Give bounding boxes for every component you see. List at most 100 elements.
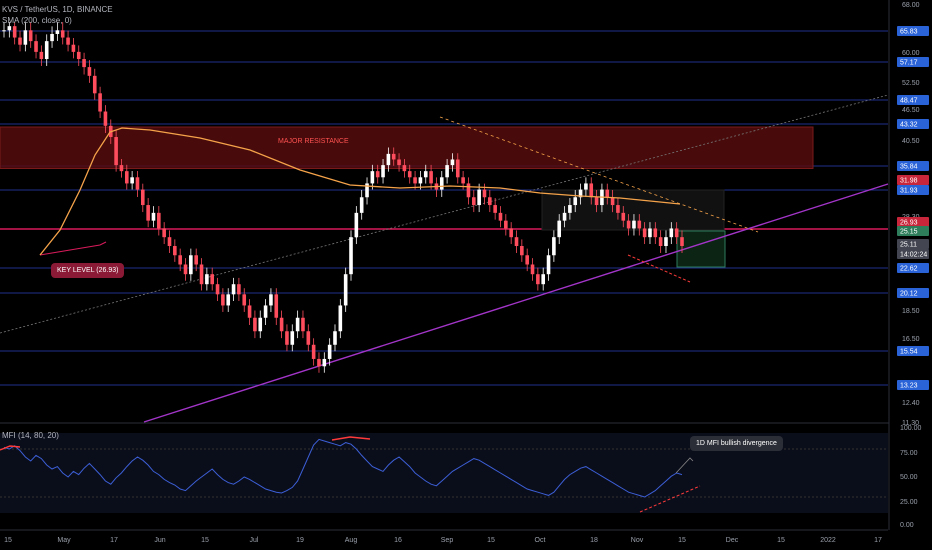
candle-body-108	[578, 189, 583, 198]
price-tag-12: 20.12	[900, 291, 918, 298]
candle-body-35	[189, 255, 193, 275]
candle-body-7	[39, 51, 44, 60]
candle-body-95	[509, 228, 513, 238]
price-axis-label-1: 60.00	[902, 50, 920, 57]
price-tag-1: 57.17	[900, 60, 918, 67]
candle-body-51	[274, 294, 279, 318]
candle-body-40	[215, 284, 220, 295]
candle-body-33	[178, 255, 182, 265]
price-tag-8: 25.15	[900, 229, 918, 236]
candle-body-123	[658, 237, 663, 247]
candle-body-82	[439, 177, 444, 190]
candle-body-63	[338, 305, 343, 332]
candle-body-87	[466, 183, 471, 198]
time-axis-label-11: Oct	[535, 537, 546, 544]
time-axis-label-8: 16	[394, 537, 402, 544]
price-tag-bg-14	[897, 380, 929, 390]
mfi-legend: MFI (14, 80, 20)	[2, 431, 59, 440]
candle-body-30	[162, 228, 166, 238]
time-axis-label-4: 15	[201, 537, 209, 544]
time-axis-label-5: Jul	[250, 537, 259, 544]
candle-body-83	[445, 165, 449, 178]
time-axis-label-17: 2022	[820, 537, 836, 544]
candle-body-99	[530, 264, 535, 275]
time-axis-label-6: 19	[296, 537, 304, 544]
candle-body-105	[562, 212, 567, 221]
price-axis-label-9: 12.40	[902, 400, 920, 407]
sma-line	[39, 127, 681, 256]
trend-lines	[0, 94, 889, 423]
mfi-divergence-line	[639, 485, 701, 513]
candle-body-107	[573, 197, 578, 206]
candle-body-41	[221, 294, 225, 306]
candle-body-126	[674, 228, 679, 238]
mfi-line	[3, 438, 683, 498]
candle-body-42	[226, 294, 231, 306]
candle-body-60	[322, 358, 327, 367]
time-axis-label-9: Sep	[441, 537, 454, 544]
candle-body-57	[306, 331, 311, 345]
candle-body-64	[343, 274, 348, 306]
price-tag-bg-8	[897, 226, 929, 236]
candle-body-29	[157, 212, 161, 229]
candle-body-1	[7, 26, 12, 31]
candle-body-101	[541, 274, 545, 285]
price-tag-bg-9	[897, 239, 929, 249]
price-tag-14: 13.23	[900, 383, 918, 390]
price-tag-5: 31.98	[900, 178, 918, 185]
time-axis-label-13: Nov	[631, 537, 644, 544]
price-tag-bg-10	[897, 249, 929, 259]
price-axis-label-4: 40.50	[902, 138, 920, 145]
candle-body-3	[18, 37, 22, 45]
time-axis-label-14: 15	[678, 537, 686, 544]
major-resistance-label: MAJOR RESISTANCE	[278, 138, 349, 145]
candle-body-23	[124, 171, 129, 184]
price-tag-bg-6	[897, 185, 929, 195]
time-axis-label-15: Dec	[726, 537, 739, 544]
candle-body-76	[407, 171, 412, 178]
candle-body-98	[525, 255, 529, 265]
price-tag-bg-4	[897, 161, 929, 171]
horizontal-levels	[0, 30, 888, 386]
price-axis-label-2: 52.50	[902, 80, 920, 87]
price-tag-bg-11	[897, 263, 929, 273]
candle-body-103	[552, 237, 556, 256]
candle-body-43	[231, 284, 236, 295]
candle-body-113	[605, 189, 610, 198]
time-axis-label-2: 17	[110, 537, 118, 544]
ascending-support-line	[143, 183, 889, 423]
candle-body-119	[637, 220, 642, 229]
candle-body-15	[82, 59, 86, 68]
candle-body-84	[450, 159, 455, 166]
price-tag-bg-12	[897, 288, 929, 298]
candle-body-88	[471, 197, 476, 206]
candle-body-125	[669, 228, 674, 238]
candle-body-114	[610, 197, 615, 206]
candle-body-45	[242, 294, 247, 306]
mfi-divergence-note: 1D MFI bullish divergence	[690, 436, 783, 451]
candle-body-46	[247, 305, 252, 318]
candle-body-39	[210, 274, 215, 285]
candle-body-92	[493, 205, 497, 213]
candle-body-90	[482, 189, 487, 198]
time-axis-label-12: 18	[590, 537, 598, 544]
price-axis-label-8: 16.50	[902, 336, 920, 343]
candle-body-75	[402, 165, 407, 172]
candle-body-86	[461, 177, 465, 184]
time-axis-label-16: 15	[777, 537, 785, 544]
price-tag-bg-13	[897, 346, 929, 356]
price-tag-bg-1	[897, 57, 929, 67]
time-axis-label-18: 17	[874, 537, 882, 544]
candle-body-79	[423, 171, 428, 178]
candle-body-22	[119, 165, 124, 172]
candle-body-10	[55, 30, 60, 34]
candle-body-127	[680, 237, 684, 247]
candle-body-5	[28, 30, 33, 42]
candle-body-104	[557, 220, 562, 238]
candle-body-85	[455, 159, 460, 178]
candle-body-100	[536, 274, 540, 285]
candle-body-27	[146, 205, 150, 221]
candle-body-116	[621, 212, 626, 221]
mfi-overbought-left	[0, 445, 21, 451]
price-tag-10: 14:02:24	[900, 252, 927, 259]
